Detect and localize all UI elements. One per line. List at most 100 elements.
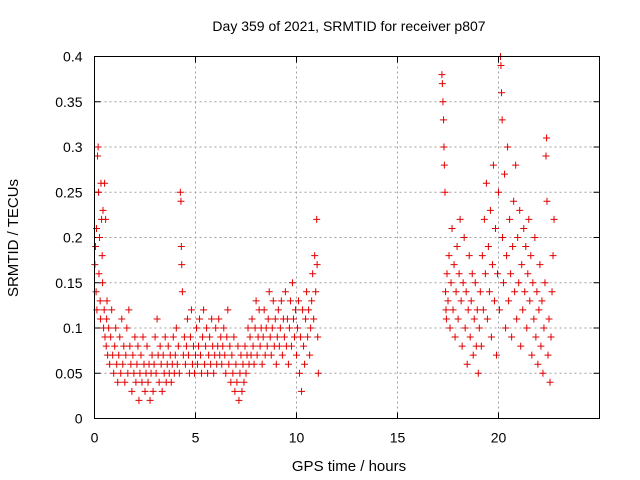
data-point: [183, 315, 191, 323]
data-point: [133, 360, 141, 368]
data-point: [102, 215, 110, 223]
data-point: [458, 342, 466, 350]
data-point: [195, 342, 203, 350]
data-point: [550, 215, 558, 223]
data-point: [442, 288, 450, 296]
data-point: [466, 333, 474, 341]
data-point: [122, 351, 130, 359]
data-point: [212, 324, 220, 332]
data-point: [296, 369, 304, 377]
data-point: [538, 297, 546, 305]
data-point: [511, 288, 519, 296]
data-point: [96, 234, 104, 241]
data-point: [159, 351, 167, 359]
data-point: [224, 306, 232, 314]
data-point: [110, 369, 118, 377]
data-point: [498, 89, 506, 97]
data-point: [210, 369, 218, 377]
data-point: [495, 188, 502, 196]
data-point: [519, 306, 527, 314]
data-point: [241, 342, 249, 350]
data-point: [524, 270, 532, 278]
data-point: [99, 279, 107, 287]
data-point: [219, 342, 227, 350]
data-point: [222, 369, 230, 377]
data-point: [470, 315, 478, 323]
data-point: [95, 188, 103, 196]
data-point: [285, 324, 293, 332]
data-point: [484, 243, 492, 251]
data-point: [526, 297, 534, 305]
data-point: [480, 215, 488, 223]
data-point: [169, 333, 177, 341]
data-point: [309, 270, 317, 278]
data-point: [167, 378, 175, 386]
data-point: [107, 333, 115, 341]
data-point: [445, 252, 453, 260]
data-point: [103, 315, 111, 323]
y-tick-label: 0.25: [55, 184, 82, 200]
data-point: [268, 324, 276, 332]
data-point: [460, 234, 468, 241]
data-point: [483, 315, 491, 323]
data-point: [181, 360, 189, 368]
data-point: [500, 279, 508, 287]
data-point: [520, 224, 528, 232]
data-point: [253, 351, 261, 359]
data-point: [448, 224, 456, 232]
data-point: [461, 324, 469, 332]
data-point: [150, 360, 158, 368]
data-point: [229, 369, 237, 377]
data-point: [106, 360, 114, 368]
data-point: [207, 360, 215, 368]
y-tick-label: 0.15: [55, 275, 82, 291]
data-point: [542, 152, 550, 160]
data-point: [475, 324, 483, 332]
data-point: [99, 206, 107, 214]
data-point: [208, 315, 216, 323]
data-point: [464, 306, 472, 314]
data-point: [527, 252, 535, 260]
data-point: [164, 342, 172, 350]
data-point: [301, 360, 309, 368]
data-point: [299, 306, 307, 314]
data-point: [258, 360, 266, 368]
data-point: [485, 288, 493, 296]
data-point: [266, 333, 274, 341]
x-tick-label: 0: [91, 430, 99, 446]
data-point: [450, 261, 458, 269]
data-point: [305, 306, 313, 314]
data-point: [549, 252, 557, 260]
data-point: [455, 270, 463, 278]
data-point: [114, 378, 122, 386]
data-point: [465, 252, 473, 260]
data-point: [92, 288, 100, 296]
data-point: [283, 315, 291, 323]
y-tick-label: 0.4: [63, 49, 83, 65]
data-point: [232, 360, 240, 368]
data-point: [439, 98, 447, 106]
data-point: [275, 342, 283, 350]
data-point: [187, 306, 195, 314]
data-point: [92, 243, 100, 251]
data-point: [471, 279, 479, 287]
data-point: [501, 170, 509, 178]
data-point: [218, 360, 226, 368]
data-point: [261, 351, 269, 359]
data-point: [529, 279, 537, 287]
data-point: [132, 378, 140, 386]
data-point: [467, 297, 475, 305]
data-point: [441, 188, 449, 196]
data-point: [175, 369, 183, 377]
data-point: [314, 333, 322, 341]
data-point: [200, 306, 208, 314]
y-tick-label: 0.3: [63, 139, 83, 155]
axis-ticks: 0 0.05 0.1 0.15 0.2 0.25 0.3 0.35 0.4 0 5 10 15 20: [55, 49, 600, 446]
data-point: [128, 387, 136, 395]
data-point: [244, 324, 252, 332]
data-point: [521, 288, 529, 296]
y-tick-label: 0: [75, 411, 83, 427]
data-point: [541, 279, 549, 287]
data-point: [311, 252, 319, 260]
data-point: [284, 360, 292, 368]
